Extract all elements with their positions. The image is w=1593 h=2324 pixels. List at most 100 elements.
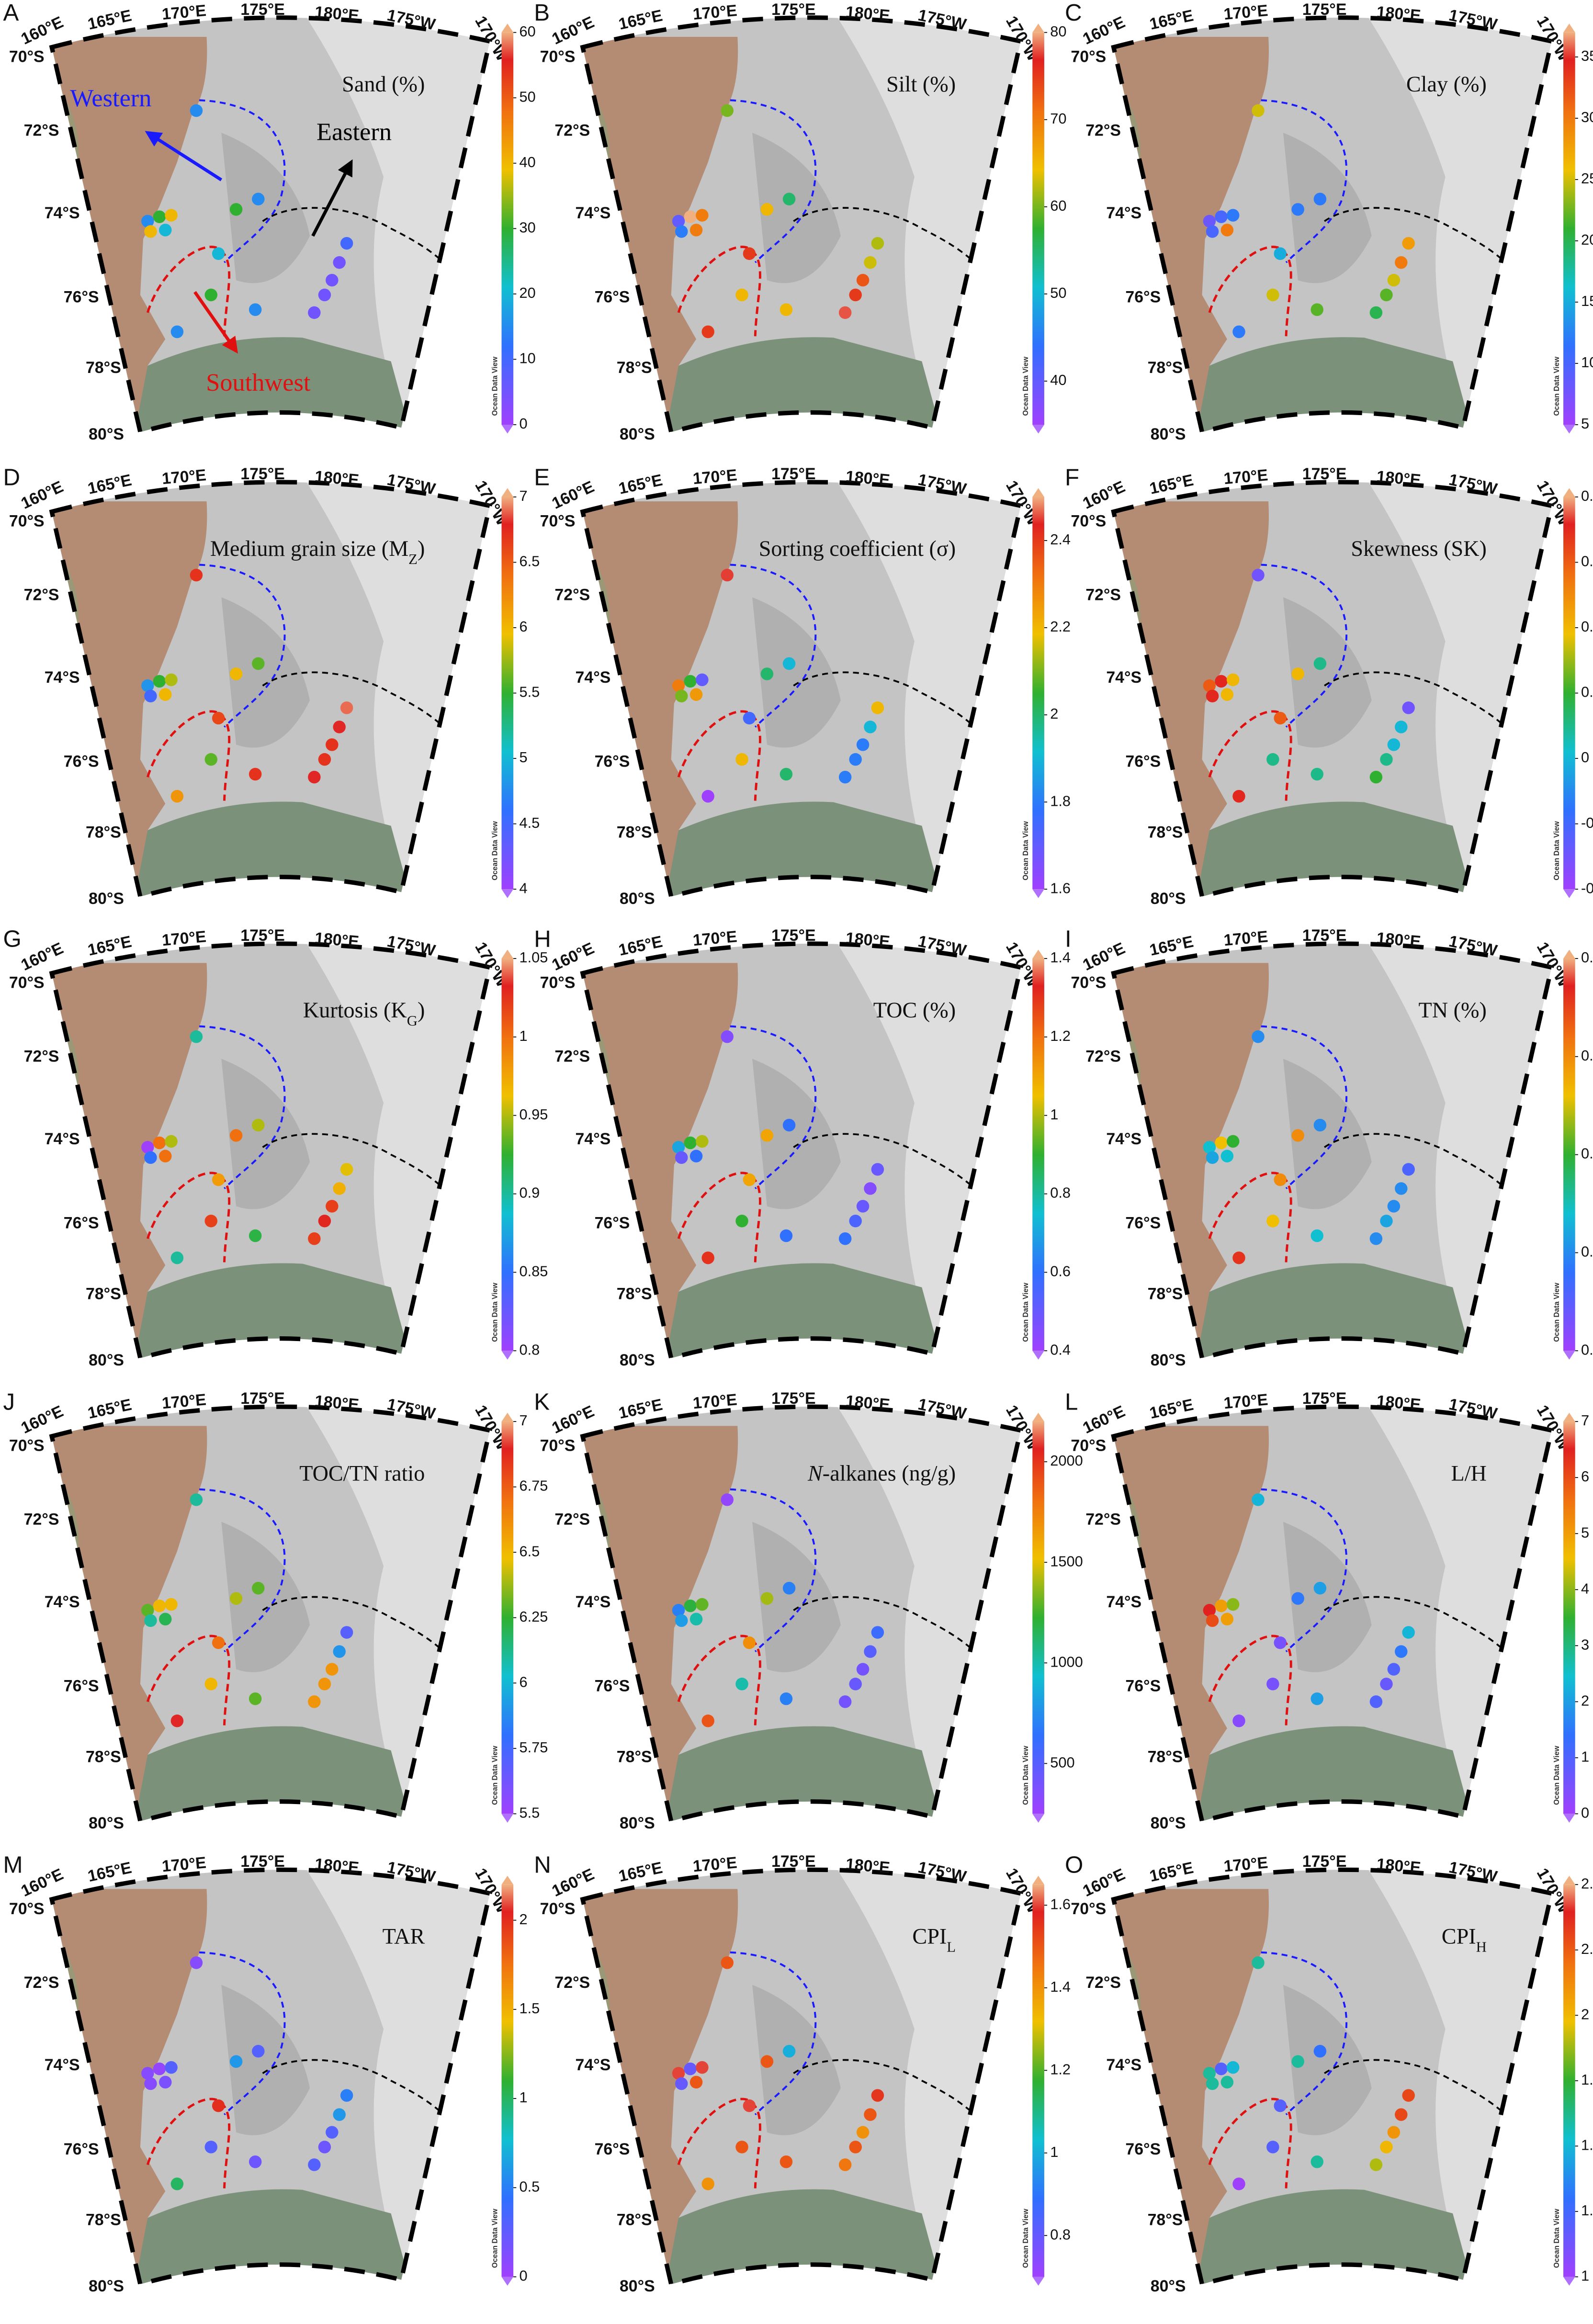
title-part: H [1476,1939,1487,1955]
lon-label: 160°E [1080,1865,1128,1901]
map [1113,482,1552,897]
lat-label: 76°S [64,2140,99,2158]
lat-label: 78°S [86,2211,121,2229]
station [340,237,353,250]
station [1380,1678,1393,1691]
panel-title: CPIL [912,1924,956,1955]
lat-label: 76°S [64,1677,99,1695]
station [1395,721,1408,733]
station [1395,256,1408,269]
station [159,688,172,701]
station [684,1599,697,1613]
station [849,1678,862,1691]
map [1113,1870,1552,2284]
colorbar-tick-label: 2.5 [1581,1875,1593,1892]
lat-label: 76°S [64,288,99,306]
station [743,711,756,725]
sea-deep [221,1059,310,1209]
lon-label: 170°E [1223,927,1269,949]
title-part: L/H [1451,1461,1487,1485]
lat-label: 80°S [89,2277,124,2295]
station [838,1232,852,1245]
colorbar-tick-label: 2 [1581,2006,1589,2022]
black-boundary [262,207,451,269]
station [141,2067,154,2080]
station [144,1151,157,1164]
station [689,2076,703,2089]
station [326,2126,339,2139]
colorbar-tick-label: 1.25 [1581,2202,1593,2219]
title-part: TN (%) [1419,998,1487,1022]
colorbar [1032,1421,1044,1814]
lat-label: 72°S [1085,1974,1121,1992]
lat-label: 70°S [9,512,45,530]
station [696,673,709,687]
colorbar-tick-label: 1.6 [1050,880,1071,896]
colorbar-tick-label: 6 [519,1673,527,1690]
station [340,1163,353,1176]
lon-label: 170°E [692,1390,738,1412]
map [582,482,1021,897]
station [1266,288,1279,302]
colorbar-tick-label: 1 [1581,1748,1589,1765]
black-boundary [262,2059,451,2121]
colorbar-tick-label: 1 [1581,2268,1589,2284]
station [701,2177,714,2190]
station [141,679,154,692]
lon-label: 175°E [1302,926,1347,945]
station [871,2089,884,2102]
red-boundary [146,1172,231,1263]
colorbar-tick-label: 50 [519,88,535,105]
station [1313,657,1327,670]
station [864,721,877,733]
colorbar [1563,32,1575,425]
station [871,237,884,250]
colorbar-tick-label: 70 [1050,110,1066,127]
odv-label: Ocean Data View [1553,2209,1561,2268]
colorbar-tick-label: 20 [519,284,535,301]
lon-label: 160°E [1080,1402,1128,1437]
map [582,17,1021,432]
station [675,225,688,238]
colorbar [501,1421,514,1814]
lat-label: 72°S [24,1974,59,1992]
station [153,1599,166,1613]
station [159,2076,172,2089]
station [153,1136,166,1150]
lat-label: 80°S [620,1351,655,1369]
blue-boundary [730,1951,817,2116]
station [1215,210,1228,223]
station [165,1598,178,1611]
station [760,1129,774,1142]
station [849,2141,862,2154]
station [1266,753,1279,766]
annotation-arrow [193,291,238,354]
station [864,2108,877,2121]
station [1291,203,1304,216]
lon-label: 170°E [161,1,207,23]
colorbar-tick-label: 0.9 [519,1185,540,1201]
lat-label: 80°S [89,425,124,443]
station [782,1118,796,1132]
lat-label: 76°S [1125,1677,1161,1695]
station [1220,2076,1234,2089]
station [340,1626,353,1639]
map [1113,17,1552,432]
lat-label: 78°S [1148,1748,1183,1766]
lon-label: 180°E [314,929,360,951]
station [838,306,852,319]
station [1387,1200,1401,1213]
black-boundary [793,671,982,734]
station [721,1956,734,1969]
black-boundary [1324,1133,1513,1196]
panel-title: Sand (%) [342,72,425,96]
station [743,2099,756,2112]
lon-label: 175°E [240,1852,285,1871]
station [1220,224,1234,237]
station [1369,1232,1383,1245]
station [1206,689,1219,702]
colorbar-tick-label: 6.25 [519,1608,548,1625]
lon-label: 175°E [771,0,816,19]
station [701,790,714,803]
